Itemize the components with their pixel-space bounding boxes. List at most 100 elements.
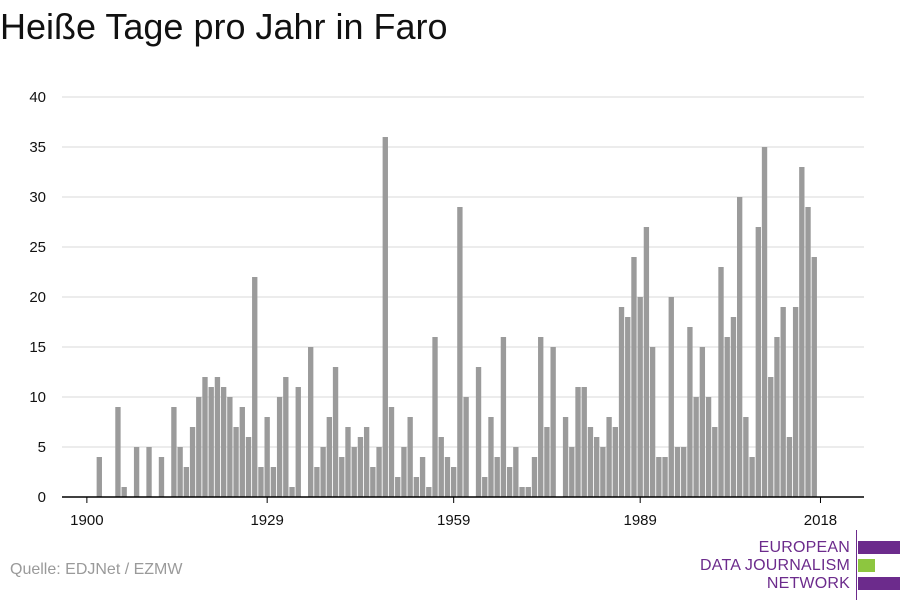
bar-1978	[569, 447, 575, 497]
x-tick-label: 1989	[623, 512, 656, 529]
bar-1948	[382, 137, 388, 497]
bar-2014	[792, 307, 799, 497]
x-tick-label: 1929	[250, 512, 283, 529]
bar-1957	[438, 437, 444, 497]
bar-1982	[593, 437, 600, 497]
y-tick-label: 35	[29, 139, 46, 156]
logo-text-network: NETWORK	[766, 575, 850, 592]
bar-1946	[370, 467, 376, 497]
bar-2006	[743, 417, 749, 497]
bar-1950	[395, 477, 401, 497]
logo-divider	[856, 530, 857, 600]
bar-1906	[121, 487, 127, 497]
bar-1958	[444, 457, 451, 497]
bar-1952	[407, 417, 413, 497]
bar-2015	[799, 167, 805, 497]
bar-1963	[475, 367, 482, 497]
bar-1981	[587, 427, 594, 497]
bar-2008	[755, 227, 761, 497]
x-tick-label: 1959	[437, 512, 470, 529]
bar-2012	[780, 307, 786, 497]
bar-1979	[575, 387, 581, 497]
bar-2007	[749, 457, 755, 497]
bar-1987	[625, 317, 631, 497]
y-tick-label: 5	[38, 439, 46, 456]
bar-1972	[531, 457, 538, 497]
y-tick-label: 15	[29, 339, 46, 356]
bar-1917	[189, 427, 196, 497]
chart-title: Heiße Tage pro Jahr in Faro	[0, 6, 448, 47]
bar-2005	[736, 197, 743, 497]
bar-1918	[196, 397, 202, 497]
bar-1926	[245, 437, 252, 497]
bar-1941	[339, 457, 345, 497]
bar-1968	[506, 467, 513, 497]
bar-2002	[718, 267, 724, 497]
gridlines	[62, 96, 864, 448]
x-tick-label: 2018	[804, 512, 837, 529]
bar-1937	[314, 467, 320, 497]
x-axis-ticks: 1900 1929 1959 1989 2018	[70, 497, 837, 529]
bar-1940	[332, 367, 339, 497]
bar-1954	[419, 457, 426, 497]
bar-1986	[618, 307, 625, 497]
bar-2017	[811, 257, 817, 497]
bar-1919	[202, 377, 208, 497]
bar-1945	[363, 427, 370, 497]
bar-1991	[649, 347, 656, 497]
bar-1992	[656, 457, 662, 497]
bar-2010	[768, 377, 774, 497]
source-note: Quelle: EDJNet / EZMW	[10, 561, 183, 578]
bar-1902	[96, 457, 102, 497]
bar-2000	[705, 397, 712, 497]
bar-1947	[376, 447, 382, 497]
bar-2003	[724, 337, 730, 497]
bar-1959	[451, 467, 457, 497]
bar-1993	[662, 457, 668, 497]
bar-1928	[258, 467, 264, 497]
logo-text-data-journalism: DATA JOURNALISM	[700, 557, 850, 574]
bar-1930	[270, 467, 277, 497]
bar-2016	[805, 207, 811, 497]
y-tick-label: 40	[29, 89, 46, 106]
bar-1905	[115, 407, 121, 497]
bar-1953	[413, 477, 420, 497]
y-tick-label: 20	[29, 289, 46, 306]
bar-1955	[426, 487, 432, 497]
bar-1951	[401, 447, 407, 497]
bar-1995	[674, 447, 681, 497]
bar-1910	[146, 447, 152, 497]
bar-1914	[171, 407, 177, 497]
bar-1944	[357, 437, 364, 497]
bar-1996	[681, 447, 687, 497]
bar-1938	[320, 447, 326, 497]
bar-1924	[233, 427, 239, 497]
bar-1927	[252, 277, 258, 497]
y-tick-label: 25	[29, 239, 46, 256]
bar-1965	[488, 417, 494, 497]
bar-1932	[283, 377, 289, 497]
bar-2009	[761, 147, 768, 497]
bar-1931	[276, 397, 283, 497]
bar-1933	[289, 487, 295, 497]
bar-1989	[637, 297, 643, 497]
bar-1975	[550, 347, 556, 497]
bar-1997	[687, 327, 693, 497]
bar-2011	[774, 337, 780, 497]
bar-1949	[388, 407, 395, 497]
y-axis-ticks: 0 5 10 15 20 25 30 35 40	[29, 89, 46, 506]
bar-1998	[693, 397, 699, 497]
bar-1961	[463, 397, 469, 497]
bar-1923	[227, 397, 233, 497]
bar-1934	[295, 387, 301, 497]
x-tick-label: 1900	[70, 512, 103, 529]
bar-1925	[239, 407, 245, 497]
logo-bar-purple-top	[858, 541, 900, 554]
bar-1974	[544, 427, 550, 497]
bar-1942	[345, 427, 351, 497]
bar-2004	[730, 317, 737, 497]
bar-1994	[668, 297, 674, 497]
bar-series	[96, 137, 817, 497]
bar-1916	[183, 467, 190, 497]
y-tick-label: 0	[38, 489, 46, 506]
